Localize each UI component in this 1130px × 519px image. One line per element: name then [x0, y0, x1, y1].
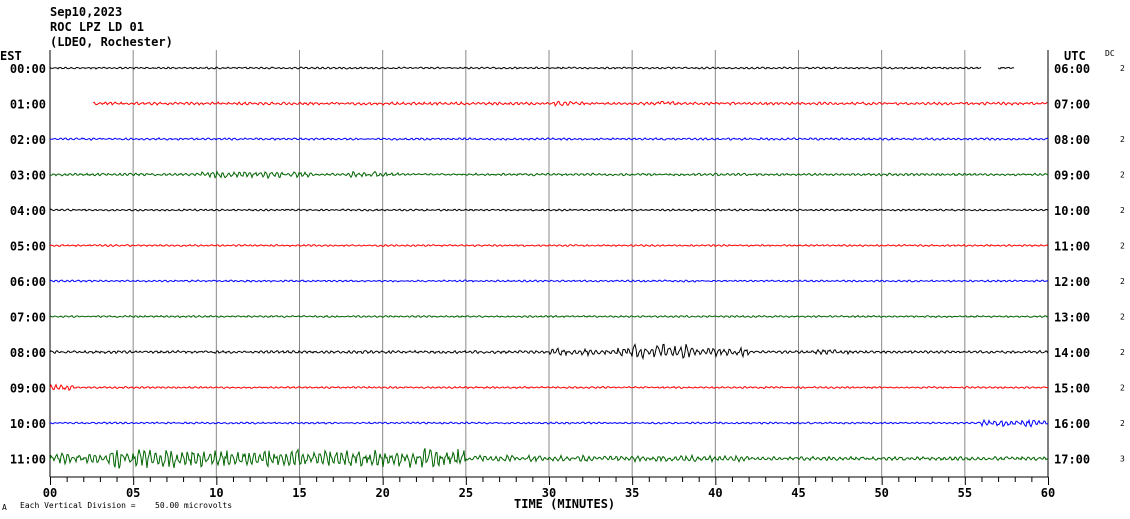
- seismic-trace-0300: [50, 170, 1049, 180]
- seismic-trace-0500: [49, 243, 1049, 248]
- utc-hour-label: 11:00: [1054, 240, 1090, 254]
- x-tick-label: 50: [874, 486, 888, 500]
- seismic-trace-0100: [93, 100, 1048, 107]
- est-hour-label: 11:00: [10, 453, 46, 467]
- dc-value: 2: [1120, 64, 1125, 73]
- utc-hour-label: 07:00: [1054, 98, 1090, 112]
- utc-hour-label: 13:00: [1054, 311, 1090, 325]
- x-tick-label: 60: [1041, 486, 1055, 500]
- scale-value: 50.00 microvolts: [155, 501, 232, 510]
- est-hour-label: 10:00: [10, 417, 46, 431]
- x-tick-label: 40: [708, 486, 722, 500]
- est-hour-label: 06:00: [10, 275, 46, 289]
- est-hour-label: 01:00: [10, 98, 46, 112]
- dc-value: 2: [1120, 313, 1125, 322]
- utc-hour-label: 08:00: [1054, 133, 1090, 147]
- est-hour-label: 07:00: [10, 311, 46, 325]
- scale-note: Each Vertical Division =: [20, 501, 136, 510]
- dc-value: 2: [1120, 384, 1125, 393]
- utc-hour-label: 15:00: [1054, 382, 1090, 396]
- est-hour-label: 02:00: [10, 133, 46, 147]
- dc-value: 3: [1120, 455, 1125, 464]
- utc-hour-label: 10:00: [1054, 204, 1090, 218]
- est-hour-label: 08:00: [10, 346, 46, 360]
- est-hour-label: 09:00: [10, 382, 46, 396]
- x-axis-label: TIME (MINUTES): [514, 497, 615, 511]
- dc-value: 2: [1120, 419, 1125, 428]
- est-hour-label: 05:00: [10, 240, 46, 254]
- est-hour-label: 00:00: [10, 62, 46, 76]
- x-tick-label: 10: [209, 486, 223, 500]
- est-hour-label: 04:00: [10, 204, 46, 218]
- x-tick-label: 05: [126, 486, 140, 500]
- utc-hour-label: 09:00: [1054, 169, 1090, 183]
- title-network: (LDEO, Rochester): [50, 35, 173, 49]
- seismic-trace-0000: [997, 66, 1015, 70]
- est-hour-label: 03:00: [10, 169, 46, 183]
- seismic-trace-1100: [49, 448, 1049, 469]
- utc-label: UTC: [1064, 49, 1086, 63]
- utc-hour-label: 14:00: [1054, 346, 1090, 360]
- seismic-trace-0700: [49, 314, 1049, 319]
- seismic-trace-0900: [49, 383, 1049, 392]
- x-tick-label: 25: [459, 486, 473, 500]
- x-tick-label: 00: [43, 486, 57, 500]
- x-tick-label: 45: [791, 486, 805, 500]
- title-station: ROC LPZ LD 01: [50, 20, 144, 34]
- dc-value: 2: [1120, 171, 1125, 180]
- title-date: Sep10,2023: [50, 5, 122, 19]
- x-tick-label: 35: [625, 486, 639, 500]
- dc-value: 2: [1120, 242, 1125, 251]
- seismic-trace-0800: [49, 343, 1049, 361]
- dc-label: DC: [1105, 49, 1115, 58]
- dc-value: 2: [1120, 348, 1125, 357]
- dc-value: 2: [1120, 277, 1125, 286]
- seismic-trace-1000: [49, 418, 1049, 428]
- seismic-trace-0200: [50, 137, 1049, 141]
- corner-mark: A: [2, 503, 7, 512]
- x-tick-label: 20: [375, 486, 389, 500]
- seismic-trace-0400: [49, 208, 1049, 212]
- utc-hour-label: 17:00: [1054, 453, 1090, 467]
- utc-hour-label: 16:00: [1054, 417, 1090, 431]
- seismic-trace-0000: [49, 66, 982, 70]
- utc-hour-label: 12:00: [1054, 275, 1090, 289]
- dc-value: 2: [1120, 206, 1125, 215]
- x-tick-label: 30: [542, 486, 556, 500]
- x-tick-label: 55: [958, 486, 972, 500]
- seismic-trace-0600: [49, 279, 1049, 283]
- dc-value: 2: [1120, 135, 1125, 144]
- x-tick-label: 15: [292, 486, 306, 500]
- utc-hour-label: 06:00: [1054, 62, 1090, 76]
- est-label: EST: [0, 49, 22, 63]
